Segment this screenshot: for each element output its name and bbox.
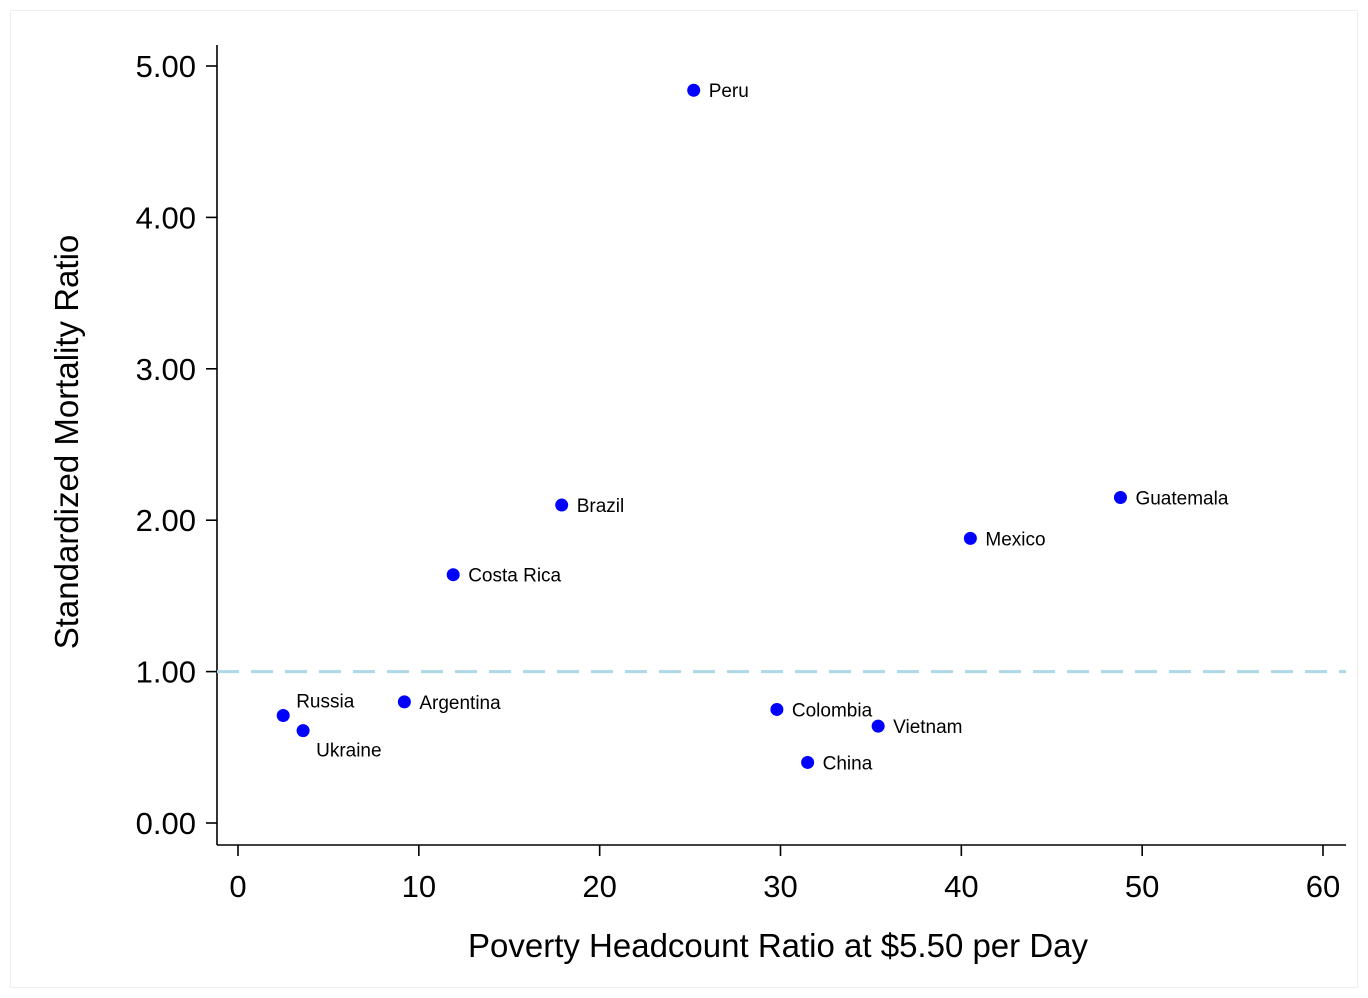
x-tick-label: 10 bbox=[402, 869, 436, 904]
data-point bbox=[1113, 490, 1127, 504]
data-point bbox=[397, 695, 411, 709]
point-label: Guatemala bbox=[1135, 488, 1228, 509]
point-label: Vietnam bbox=[893, 717, 962, 738]
axes bbox=[216, 45, 1346, 846]
point-label: Argentina bbox=[419, 693, 501, 714]
point-label: Mexico bbox=[985, 529, 1045, 550]
data-point bbox=[963, 531, 977, 545]
y-tick-label: 3.00 bbox=[136, 352, 196, 387]
point-label: Russia bbox=[296, 692, 355, 713]
data-point bbox=[446, 568, 460, 582]
data-points: Peru Brazil Costa Rica Guatemala Mexico Russi… bbox=[276, 81, 1229, 774]
y-tick-label: 1.00 bbox=[136, 655, 196, 690]
point-label: Colombia bbox=[792, 700, 873, 721]
y-axis-title: Standardized Mortality Ratio bbox=[48, 235, 85, 650]
point-label: Ukraine bbox=[316, 741, 381, 762]
point-label: China bbox=[823, 753, 873, 774]
y-tick-label: 0.00 bbox=[136, 806, 196, 841]
data-point bbox=[296, 724, 310, 738]
x-tick-label: 40 bbox=[944, 869, 978, 904]
x-axis-title: Poverty Headcount Ratio at $5.50 per Day bbox=[468, 927, 1089, 964]
data-point bbox=[687, 83, 701, 97]
x-tick-label: 50 bbox=[1125, 869, 1159, 904]
data-point bbox=[770, 702, 784, 716]
y-tick-label: 2.00 bbox=[136, 503, 196, 538]
y-ticks: 0.00 1.00 2.00 3.00 4.00 5.00 bbox=[136, 49, 217, 841]
y-tick-label: 5.00 bbox=[136, 49, 196, 84]
data-point bbox=[801, 755, 815, 769]
x-tick-label: 20 bbox=[582, 869, 616, 904]
x-ticks: 0 10 20 30 40 50 60 bbox=[229, 845, 1340, 904]
point-label: Costa Rica bbox=[468, 566, 561, 587]
x-tick-label: 60 bbox=[1306, 869, 1340, 904]
point-label: Peru bbox=[709, 81, 749, 102]
data-point bbox=[555, 498, 569, 512]
chart-frame bbox=[10, 10, 1358, 988]
data-point bbox=[871, 719, 885, 733]
data-point bbox=[276, 709, 290, 723]
x-tick-label: 30 bbox=[763, 869, 797, 904]
y-tick-label: 4.00 bbox=[136, 200, 196, 235]
point-label: Brazil bbox=[577, 496, 625, 517]
x-tick-label: 0 bbox=[229, 869, 246, 904]
